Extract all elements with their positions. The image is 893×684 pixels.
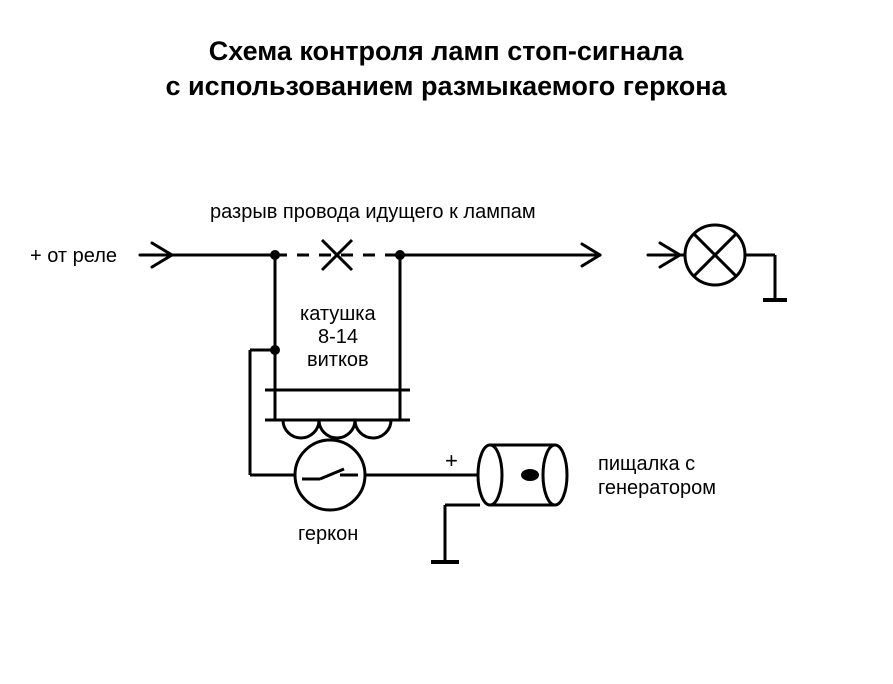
lamp-icon: [685, 225, 745, 285]
label-coil-2: 8-14: [318, 326, 358, 348]
label-plus: +: [445, 448, 458, 473]
lamp-input-arrow-icon: [648, 243, 680, 267]
reed-switch-icon: [295, 440, 365, 510]
title-line2: с использованием размыкаемого геркона: [165, 71, 727, 101]
label-buzzer-2: генератором: [598, 477, 716, 499]
buzzer-icon: [478, 445, 567, 505]
label-coil-3: витков: [307, 349, 369, 371]
label-wire-break: разрыв провода идущего к лампам: [210, 201, 536, 223]
input-arrow-icon: [140, 243, 172, 267]
output-arrow-icon: [582, 244, 600, 266]
label-buzzer-1: пищалка с: [598, 453, 695, 475]
coil-icon: [265, 390, 410, 438]
label-reed: геркон: [298, 523, 358, 545]
label-from-relay: + от реле: [30, 245, 117, 267]
title-line1: Схема контроля ламп стоп-сигнала: [209, 36, 685, 66]
label-coil-1: катушка: [300, 303, 376, 325]
